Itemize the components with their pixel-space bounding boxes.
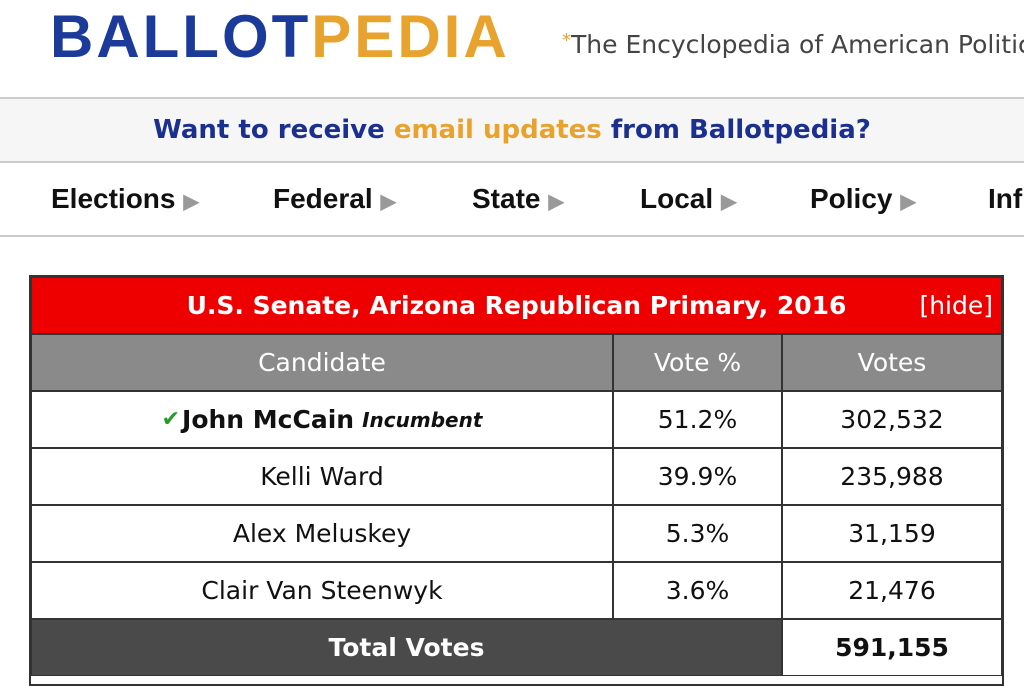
nav-arrow: ▶ <box>548 191 564 213</box>
candidate-name: Clair Van Steenwyk <box>201 576 443 605</box>
nav-item[interactable]: Local ▶ <box>640 183 737 215</box>
cell-value: 51.2% <box>657 405 738 434</box>
table-cell: 21,476 <box>782 562 1002 619</box>
candidate-name: John McCain <box>182 405 355 434</box>
banner-highlight: email updates <box>393 115 602 145</box>
total-value: 591,155 <box>835 633 949 662</box>
nav-item[interactable]: State ▶ <box>472 183 564 215</box>
banner-text: from Ballotpedia? <box>601 115 871 145</box>
candidate-name: Kelli Ward <box>260 462 384 491</box>
table-cell: Alex Meluskey <box>31 505 613 562</box>
table-title: U.S. Senate, Arizona Republican Primary,… <box>186 291 847 320</box>
hide-link[interactable]: [hide] <box>919 291 993 320</box>
table-cell: 302,532 <box>782 391 1002 448</box>
candidate-name: Alex Meluskey <box>232 519 412 548</box>
results-table: U.S. Senate, Arizona Republican Primary,… <box>29 275 1004 686</box>
nav-arrow: ▶ <box>721 191 737 213</box>
table-cell: 39.9% <box>613 448 782 505</box>
nav-label: Elections <box>51 183 176 214</box>
column-header-text: Candidate <box>258 348 386 377</box>
logo[interactable]: BALLOTPEDIA <box>50 2 510 71</box>
total-cell: 591,155 <box>782 619 1002 676</box>
table-cell: Kelli Ward <box>31 448 613 505</box>
cell-value: 21,476 <box>848 576 936 605</box>
table-cell: 235,988 <box>782 448 1002 505</box>
incumbent-label: Incumbent <box>362 407 483 432</box>
nav-label: Inf <box>988 183 1023 214</box>
nav-item[interactable]: Inf <box>988 183 1022 215</box>
cell-value: 302,532 <box>840 405 944 434</box>
winner-check: ✔ <box>161 407 181 432</box>
cell-value: 39.9% <box>657 462 738 491</box>
nav-item[interactable]: Elections ▶ <box>51 183 199 215</box>
nav-item[interactable]: Federal ▶ <box>273 183 396 215</box>
nav-label: Local <box>640 183 714 214</box>
cell-value: 31,159 <box>848 519 936 548</box>
column-header: Candidate <box>31 334 613 391</box>
logo-left: BALLOT <box>50 3 312 70</box>
banner-text: Want to receive <box>153 115 394 145</box>
table-cell: 5.3% <box>613 505 782 562</box>
nav-label: Federal <box>273 183 373 214</box>
table-cell: 31,159 <box>782 505 1002 562</box>
logo-right: PEDIA <box>311 3 510 70</box>
column-header-text: Votes <box>857 348 927 377</box>
table-cell: 51.2% <box>613 391 782 448</box>
column-header-text: Vote % <box>653 348 742 377</box>
cell-value: 5.3% <box>665 519 730 548</box>
table-cell: ✔ John McCain Incumbent <box>31 391 613 448</box>
nav-label: State <box>472 183 541 214</box>
column-header: Vote % <box>613 334 782 391</box>
total-row: Total Votes <box>31 619 782 676</box>
cell-value: 3.6% <box>665 576 730 605</box>
table-title-row: U.S. Senate, Arizona Republican Primary,… <box>31 277 1002 334</box>
tagline: The Encyclopedia of American Politic <box>571 30 1024 59</box>
cell-value: 235,988 <box>840 462 944 491</box>
nav-arrow: ▶ <box>183 191 199 213</box>
tagline-box: *The Encyclopedia of American Politic <box>562 30 1024 59</box>
total-label: Total Votes <box>328 633 485 662</box>
nav-arrow: ▶ <box>900 191 916 213</box>
nav-bar: Elections ▶ Federal ▶ State ▶ Local ▶ Policy ▶ Inf <box>0 161 1024 237</box>
nav-label: Policy <box>810 183 893 214</box>
banner[interactable]: Want to receive email updates from Ballo… <box>0 97 1024 163</box>
nav-arrow: ▶ <box>380 191 396 213</box>
table-cell: 3.6% <box>613 562 782 619</box>
nav-item[interactable]: Policy ▶ <box>810 183 916 215</box>
table-cell: Clair Van Steenwyk <box>31 562 613 619</box>
column-header: Votes <box>782 334 1002 391</box>
